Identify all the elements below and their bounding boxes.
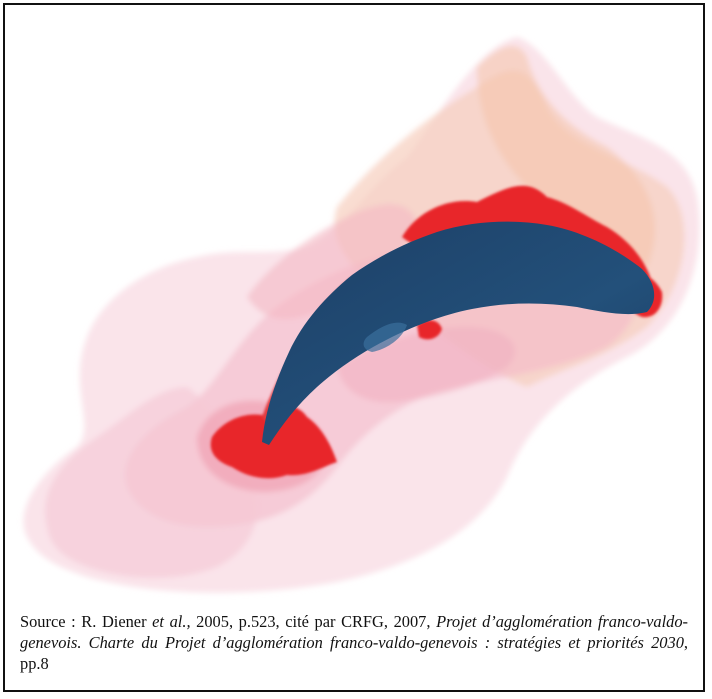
caption-prefix: Source : R. Diener	[20, 612, 152, 631]
caption-et-al: et al.,	[152, 612, 190, 631]
figure-frame: Source : R. Diener et al., 2005, p.523, …	[3, 3, 705, 692]
urbanization-map	[7, 7, 703, 607]
figure-caption: Source : R. Diener et al., 2005, p.523, …	[20, 611, 688, 674]
caption-middle: 2005, p.523, cité par CRFG, 2007,	[191, 612, 437, 631]
